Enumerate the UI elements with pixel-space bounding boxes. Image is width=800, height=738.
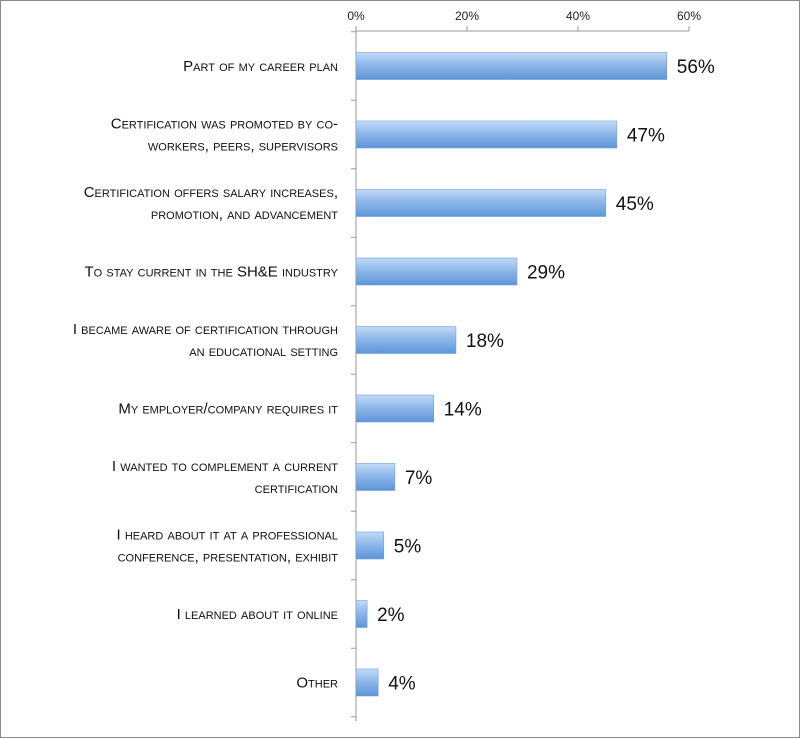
bar [355,52,668,80]
data-label: 47% [627,126,665,147]
bar [355,189,607,217]
data-label: 56% [677,57,715,78]
category-label: Other [296,675,338,692]
data-label: 45% [616,194,654,215]
bar [355,531,385,560]
data-label: 18% [466,331,504,352]
data-label: 29% [527,263,565,284]
category-label: I wanted to complement a current [112,458,338,475]
bars: 56% 47% 45% 29% 18% 14% 7% 5% 2% 4% [355,52,715,697]
category-label: My employer/company requires it [118,401,338,418]
bar [355,463,396,491]
bar [355,668,379,697]
bar [355,600,368,628]
category-label: Certification was promoted by co- [111,116,338,133]
category-label: Part of my career plan [183,58,338,75]
data-label: 7% [405,468,433,489]
x-tick-label: 20% [455,9,479,23]
category-labels: Part of my career plan Certification was … [73,58,339,692]
bar [355,326,457,354]
bar [355,257,518,286]
category-label: promotion, and advancement [151,206,338,223]
category-label: conference, presentation, exhibit [118,549,339,566]
category-label: certification [255,480,338,497]
category-label: I heard about it at a professional [116,527,338,544]
category-label: workers, peers, supervisors [148,138,338,155]
category-label: an educational setting [189,343,338,360]
category-label: To stay current in the SH&E industry [85,264,339,281]
category-label: I became aware of certification through [73,321,338,338]
data-label: 4% [388,674,416,695]
x-tick-label: 0% [347,9,365,23]
bar [355,120,618,149]
category-label: Certification offers salary increases, [84,184,338,201]
bar [355,394,434,423]
category-label: I learned about it online [177,606,338,623]
data-label: 5% [394,537,422,558]
x-tick-label: 60% [677,9,701,23]
data-label: 14% [444,400,482,421]
x-tick-label: 40% [566,9,590,23]
data-label: 2% [377,605,405,626]
